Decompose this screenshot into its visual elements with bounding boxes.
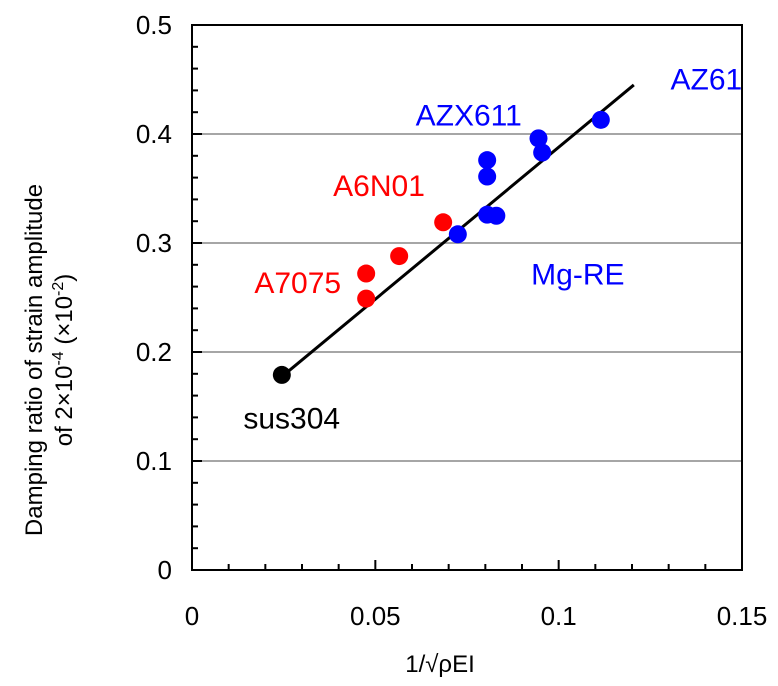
y-axis-title-mid: (×10 bbox=[51, 296, 78, 351]
data-point-aluminum bbox=[390, 247, 409, 266]
x-tick-labels: 0 0.05 0.1 0.15 bbox=[185, 601, 768, 631]
data-point-magnesium bbox=[478, 151, 497, 170]
data-points bbox=[272, 110, 610, 384]
data-point-magnesium bbox=[487, 206, 506, 225]
annotation-label: AZX611 bbox=[416, 99, 522, 132]
y-axis-title: Damping ratio of strain amplitude of 2×1… bbox=[21, 184, 78, 536]
y-axis-title-suffix: ) bbox=[51, 274, 78, 282]
data-point-aluminum bbox=[357, 264, 376, 283]
y-tick-label: 0.2 bbox=[136, 337, 172, 367]
data-point-aluminum bbox=[434, 213, 453, 232]
annotation-label: sus304 bbox=[243, 402, 340, 435]
y-axis-title-line1: Damping ratio of strain amplitude bbox=[21, 184, 48, 536]
y-axis-ticks bbox=[192, 24, 202, 571]
annotation-label: A7075 bbox=[254, 267, 341, 300]
plot-frame bbox=[191, 24, 743, 571]
y-axis-title-prefix: of 2×10 bbox=[51, 366, 78, 447]
x-tick-label: 0.05 bbox=[350, 601, 401, 631]
annotation-label: A6N01 bbox=[333, 170, 425, 203]
data-point-magnesium bbox=[478, 167, 497, 186]
y-axis-title-line2: of 2×10-4 (×10-2) bbox=[50, 274, 78, 447]
y-tick-label: 0.4 bbox=[136, 119, 172, 149]
x-tick-label: 0.1 bbox=[541, 601, 577, 631]
data-point-magnesium bbox=[448, 225, 467, 244]
data-point-magnesium bbox=[529, 129, 548, 148]
gridlines bbox=[192, 133, 742, 462]
y-tick-label: 0.3 bbox=[136, 228, 172, 258]
annotation-label: Mg-RE bbox=[531, 258, 624, 291]
x-tick-label: 0 bbox=[185, 601, 199, 631]
annotation-label: AZ61 bbox=[671, 63, 743, 96]
y-tick-labels: 0 0.1 0.2 0.3 0.4 0.5 bbox=[136, 10, 172, 585]
data-point-steel bbox=[272, 365, 291, 384]
data-point-magnesium bbox=[591, 110, 610, 129]
x-tick-label: 0.15 bbox=[717, 601, 768, 631]
x-axis-ticks bbox=[191, 560, 743, 570]
y-axis-title-sup1: -4 bbox=[50, 351, 67, 365]
y-axis-title-sup2: -2 bbox=[50, 282, 67, 296]
y-tick-label: 0.5 bbox=[136, 10, 172, 40]
data-point-magnesium bbox=[533, 143, 552, 162]
y-tick-label: 0 bbox=[158, 555, 172, 585]
x-axis-title: 1/√ρEI bbox=[405, 651, 475, 678]
annotations: sus304 A7075 A6N01 AZX611 AZ61 Mg-RE bbox=[243, 63, 742, 435]
data-point-aluminum bbox=[357, 289, 376, 308]
y-tick-label: 0.1 bbox=[136, 446, 172, 476]
